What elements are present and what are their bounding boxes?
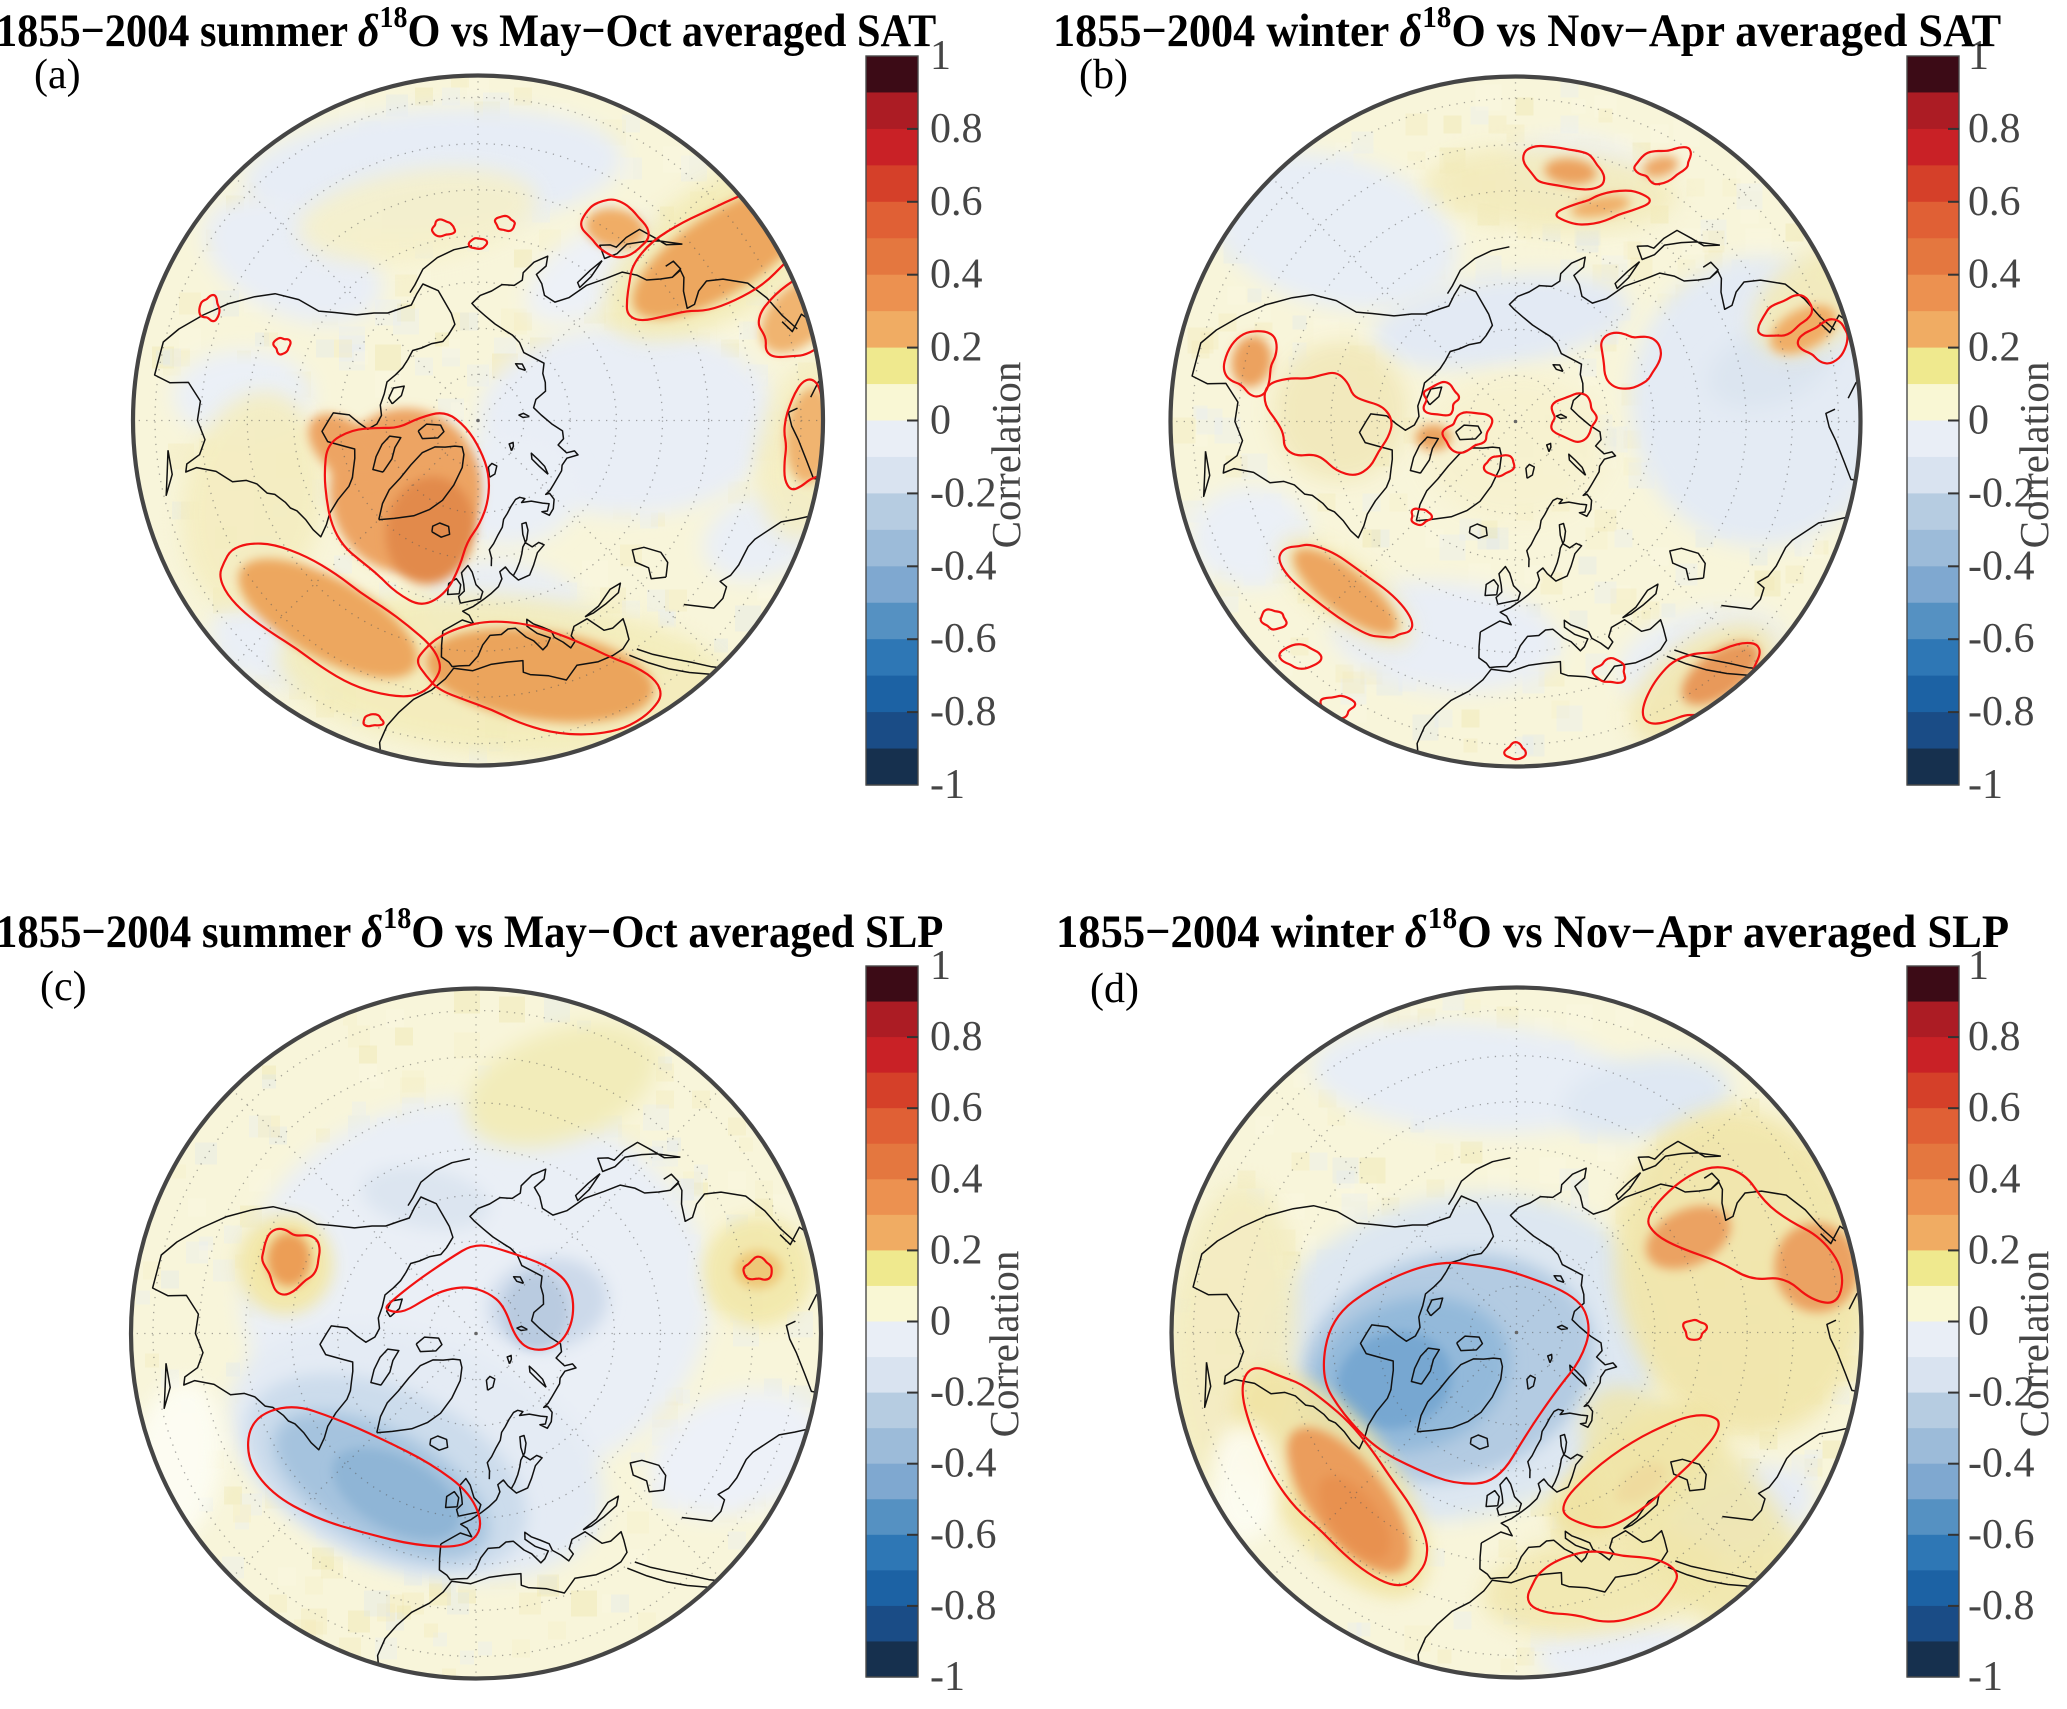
svg-text:-0.6: -0.6 [1968, 616, 2035, 662]
svg-text:0.4: 0.4 [1968, 1156, 2021, 1202]
svg-text:0.4: 0.4 [930, 252, 983, 298]
svg-text:0: 0 [1968, 398, 1989, 444]
svg-text:0.6: 0.6 [930, 179, 983, 225]
svg-text:0: 0 [930, 1299, 951, 1345]
svg-text:0.8: 0.8 [1968, 1014, 2021, 1060]
svg-text:0.2: 0.2 [1968, 1227, 2021, 1273]
svg-text:0.4: 0.4 [930, 1156, 983, 1202]
svg-text:-0.4: -0.4 [1968, 1441, 2035, 1487]
svg-text:1855−2004 winter δ18O vs Nov−: 1855−2004 winter δ18O vs Nov−Apr average… [1053, 0, 2001, 56]
svg-text:1: 1 [930, 943, 951, 989]
svg-text:1: 1 [1968, 943, 1989, 989]
svg-text:-0.8: -0.8 [1968, 1583, 2035, 1629]
svg-text:0.2: 0.2 [930, 325, 983, 371]
svg-text:-1: -1 [1968, 1654, 2003, 1700]
svg-text:-1: -1 [930, 1654, 965, 1700]
svg-text:1: 1 [930, 33, 951, 79]
svg-text:-0.2: -0.2 [930, 1370, 997, 1416]
svg-text:-1: -1 [1968, 762, 2003, 808]
svg-text:0: 0 [930, 398, 951, 444]
svg-text:1: 1 [1968, 33, 1989, 79]
svg-text:1855−2004 summer δ18O vs May−O: 1855−2004 summer δ18O vs May−Oct average… [0, 1, 936, 57]
svg-text:0.6: 0.6 [930, 1085, 983, 1131]
svg-text:-0.2: -0.2 [1968, 1370, 2035, 1416]
svg-text:0.8: 0.8 [930, 1014, 983, 1060]
svg-text:(c): (c) [40, 964, 87, 1010]
svg-text:-0.6: -0.6 [930, 1512, 997, 1558]
svg-text:-0.6: -0.6 [1968, 1512, 2035, 1558]
svg-text:-0.4: -0.4 [930, 543, 997, 589]
svg-text:(d): (d) [1090, 966, 1139, 1012]
svg-text:0.6: 0.6 [1968, 179, 2021, 225]
svg-text:-0.4: -0.4 [1968, 543, 2035, 589]
svg-text:-0.2: -0.2 [930, 470, 997, 516]
svg-text:Correlation: Correlation [981, 1251, 1027, 1438]
svg-text:0.2: 0.2 [1968, 325, 2021, 371]
svg-text:-0.6: -0.6 [930, 616, 997, 662]
svg-text:-0.8: -0.8 [1968, 689, 2035, 735]
svg-text:0: 0 [1968, 1299, 1989, 1345]
svg-text:-0.2: -0.2 [1968, 470, 2035, 516]
svg-text:1855−2004 summer δ18O vs May−O: 1855−2004 summer δ18O vs May−Oct average… [0, 902, 943, 958]
svg-text:0.6: 0.6 [1968, 1085, 2021, 1131]
svg-text:Correlation: Correlation [983, 362, 1029, 549]
svg-text:-1: -1 [930, 762, 965, 808]
svg-text:Correlation: Correlation [2011, 362, 2057, 549]
svg-text:Correlation: Correlation [2011, 1251, 2057, 1438]
svg-text:(a): (a) [34, 52, 81, 98]
svg-text:-0.8: -0.8 [930, 1583, 997, 1629]
svg-text:-0.4: -0.4 [930, 1441, 997, 1487]
svg-text:-0.8: -0.8 [930, 689, 997, 735]
svg-text:0.8: 0.8 [930, 106, 983, 152]
svg-text:1855−2004 winter δ18O vs Nov−A: 1855−2004 winter δ18O vs Nov−Apr average… [1056, 900, 2009, 957]
svg-text:0.4: 0.4 [1968, 252, 2021, 298]
svg-text:(b): (b) [1079, 52, 1128, 98]
svg-text:0.2: 0.2 [930, 1227, 983, 1273]
svg-text:0.8: 0.8 [1968, 106, 2021, 152]
